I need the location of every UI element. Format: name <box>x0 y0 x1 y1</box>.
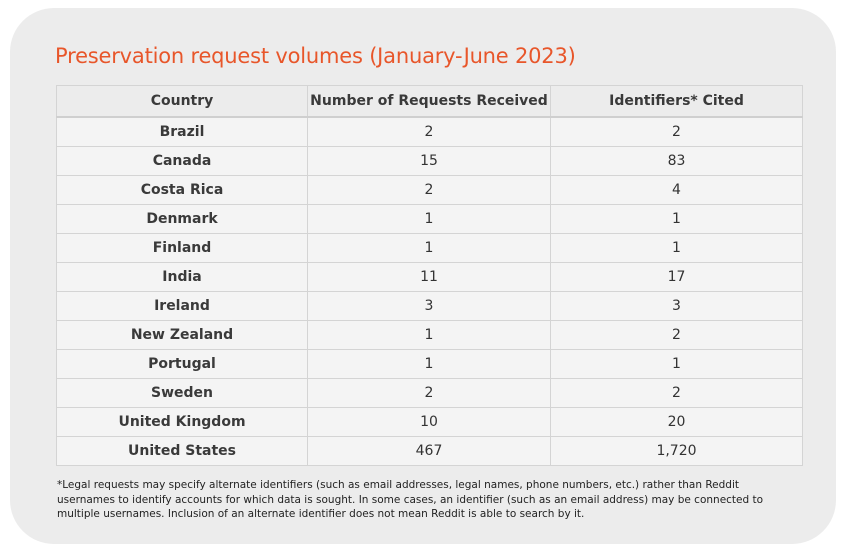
table-row: India 11 17 <box>56 262 803 292</box>
cell-country: Portugal <box>56 349 308 379</box>
page-title: Preservation request volumes (January-Ju… <box>55 44 576 68</box>
cell-country: Ireland <box>56 291 308 321</box>
cell-identifiers: 1,720 <box>550 436 803 466</box>
cell-requests: 467 <box>307 436 551 466</box>
cell-country: Denmark <box>56 204 308 234</box>
cell-requests: 15 <box>307 146 551 176</box>
header-identifiers-cited: Identifiers* Cited <box>550 85 803 118</box>
cell-country: New Zealand <box>56 320 308 350</box>
header-country: Country <box>56 85 308 118</box>
cell-country: United States <box>56 436 308 466</box>
cell-requests: 2 <box>307 175 551 205</box>
cell-country: Costa Rica <box>56 175 308 205</box>
cell-requests: 1 <box>307 233 551 263</box>
table-row: New Zealand 1 2 <box>56 320 803 350</box>
cell-requests: 11 <box>307 262 551 292</box>
cell-country: Finland <box>56 233 308 263</box>
table-row: United States 467 1,720 <box>56 436 803 466</box>
table-row: Canada 15 83 <box>56 146 803 176</box>
cell-identifiers: 2 <box>550 116 803 147</box>
cell-identifiers: 1 <box>550 233 803 263</box>
cell-identifiers: 2 <box>550 320 803 350</box>
cell-requests: 3 <box>307 291 551 321</box>
cell-identifiers: 20 <box>550 407 803 437</box>
table-row: Costa Rica 2 4 <box>56 175 803 205</box>
table-row: Finland 1 1 <box>56 233 803 263</box>
cell-country: Brazil <box>56 116 308 147</box>
cell-identifiers: 2 <box>550 378 803 408</box>
cell-requests: 10 <box>307 407 551 437</box>
cell-country: United Kingdom <box>56 407 308 437</box>
cell-identifiers: 17 <box>550 262 803 292</box>
preservation-requests-table: Country Number of Requests Received Iden… <box>56 85 803 466</box>
table-row: Sweden 2 2 <box>56 378 803 408</box>
cell-identifiers: 1 <box>550 349 803 379</box>
cell-country: India <box>56 262 308 292</box>
header-requests-received: Number of Requests Received <box>307 85 551 118</box>
cell-requests: 1 <box>307 320 551 350</box>
cell-requests: 1 <box>307 204 551 234</box>
cell-identifiers: 4 <box>550 175 803 205</box>
cell-requests: 1 <box>307 349 551 379</box>
table-row: Portugal 1 1 <box>56 349 803 379</box>
cell-requests: 2 <box>307 378 551 408</box>
table-header-row: Country Number of Requests Received Iden… <box>56 85 803 118</box>
table-row: Ireland 3 3 <box>56 291 803 321</box>
cell-requests: 2 <box>307 116 551 147</box>
cell-identifiers: 83 <box>550 146 803 176</box>
cell-country: Sweden <box>56 378 308 408</box>
table-row: Brazil 2 2 <box>56 116 803 147</box>
cell-identifiers: 1 <box>550 204 803 234</box>
footnote: *Legal requests may specify alternate id… <box>57 479 764 520</box>
cell-country: Canada <box>56 146 308 176</box>
table-row: United Kingdom 10 20 <box>56 407 803 437</box>
cell-identifiers: 3 <box>550 291 803 321</box>
table-row: Denmark 1 1 <box>56 204 803 234</box>
